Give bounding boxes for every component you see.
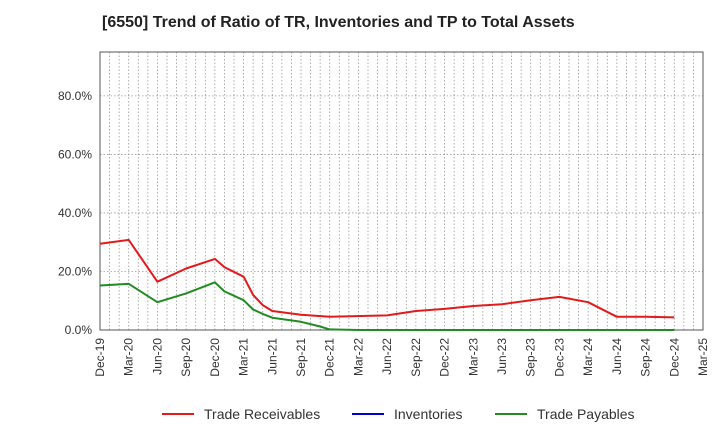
x-tick-label: Dec-22 [438,338,452,377]
series-line-trade-payables [99,281,675,331]
x-tick-label: Sep-22 [409,338,423,377]
y-tick-label: 20.0% [58,264,92,278]
x-tick-label: Sep-20 [179,338,193,377]
x-tick-label: Sep-21 [294,338,308,377]
legend-label: Trade Payables [537,406,635,422]
x-tick-label: Mar-24 [581,338,595,376]
y-tick-label: 0.0% [65,323,93,337]
x-tick-label: Dec-23 [552,338,566,377]
x-tick-label: Jun-24 [610,338,624,375]
legend: Trade Receivables Inventories Trade Payabl… [162,406,635,422]
series-layer [99,238,675,331]
x-tick-label: Dec-19 [93,338,107,377]
x-tick-label: Mar-20 [122,338,136,376]
series-line-trade-receivables [99,238,675,319]
x-tick-label: Sep-24 [639,338,653,377]
x-tick-label: Mar-22 [351,338,365,376]
x-tick-label: Jun-22 [380,338,394,375]
legend-label: Trade Receivables [204,406,320,422]
x-tick-label: Mar-21 [237,338,251,376]
x-tick-label: Jun-20 [150,338,164,375]
x-tick-label: Mar-23 [466,338,480,376]
x-tick-label: Mar-25 [696,338,710,376]
y-tick-label: 40.0% [58,206,92,220]
x-tick-label: Dec-24 [667,338,681,377]
x-tick-label: Dec-21 [323,338,337,377]
x-tick-label: Jun-21 [265,338,279,375]
legend-label: Inventories [394,406,462,422]
grid-layer [99,52,704,330]
x-tick-label: Dec-20 [208,338,222,377]
plot-frame [99,51,704,331]
x-tick-label: Sep-23 [524,338,538,377]
y-tick-label: 80.0% [58,89,92,103]
x-tick-label: Jun-23 [495,338,509,375]
y-tick-label: 60.0% [58,147,92,161]
chart-title: [6550] Trend of Ratio of TR, Inventories… [102,14,575,31]
y-axis: 0.0% 20.0% 40.0% 60.0% 80.0% [58,89,92,337]
x-axis: Dec-19 Mar-20 Jun-20 Sep-20 Dec-20 Mar-21 Jun-… [93,338,710,377]
